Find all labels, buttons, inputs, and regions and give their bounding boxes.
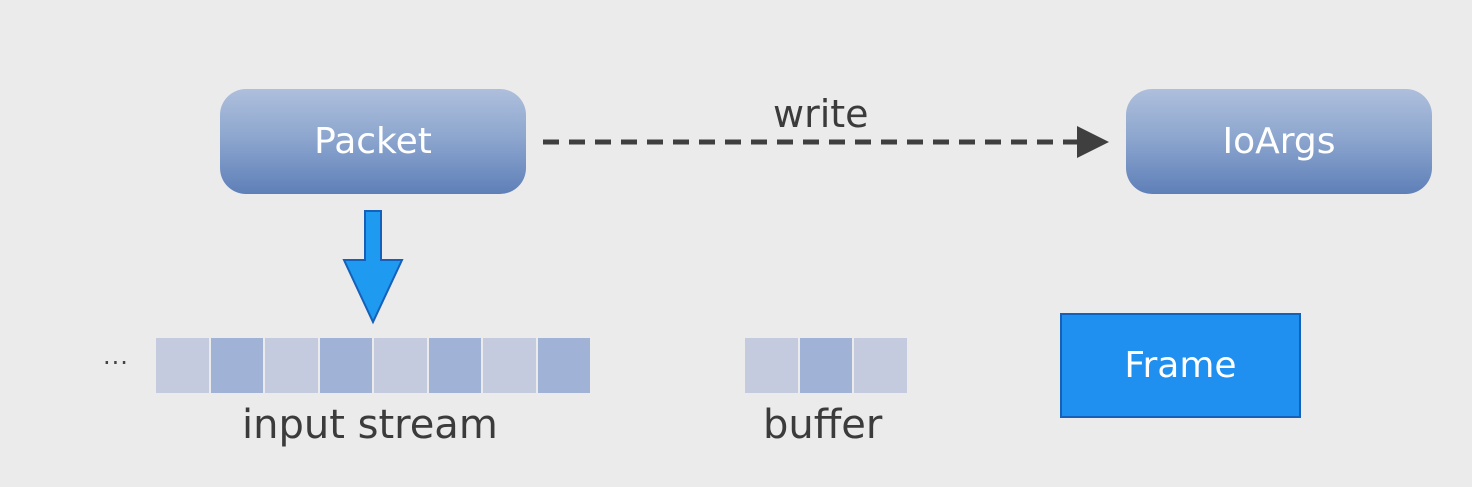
- frame-node: Frame: [1060, 313, 1301, 418]
- input-stream-label: input stream: [242, 402, 498, 448]
- write-arrowhead-icon: [1077, 126, 1109, 158]
- buffer-cell: [854, 338, 907, 393]
- input-stream-cells: [156, 338, 590, 393]
- down-arrow-icon: [344, 211, 402, 322]
- buffer-label: buffer: [763, 402, 882, 448]
- frame-label: Frame: [1124, 345, 1236, 386]
- input-stream-cell: [320, 338, 373, 393]
- write-label: write: [773, 92, 869, 136]
- input-stream-cell: [374, 338, 427, 393]
- input-stream-cell: [265, 338, 318, 393]
- buffer-cells: [745, 338, 907, 393]
- input-stream-cell: [429, 338, 482, 393]
- input-stream-cell: [483, 338, 536, 393]
- buffer-cell: [800, 338, 853, 393]
- buffer-cell: [745, 338, 798, 393]
- input-stream-cell: [156, 338, 209, 393]
- input-stream-cell: [211, 338, 264, 393]
- stream-ellipsis: ...: [103, 342, 129, 370]
- input-stream-cell: [538, 338, 591, 393]
